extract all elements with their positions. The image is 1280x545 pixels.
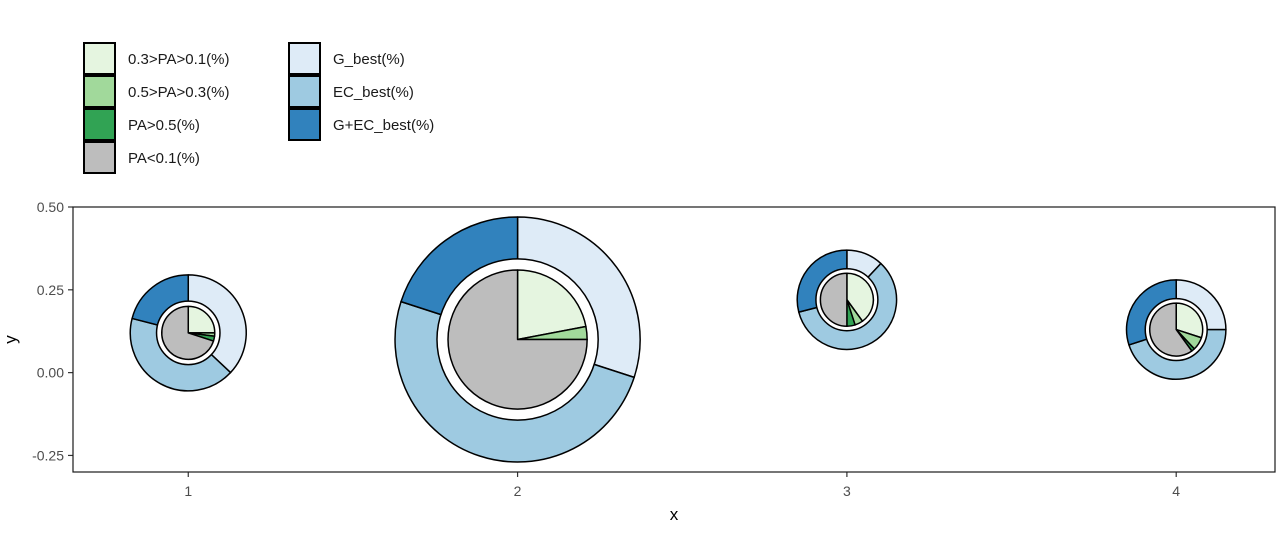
- legend: 0.3>PA>0.1(%) 0.5>PA>0.3(%) PA>0.5(%) PA<0.…: [83, 42, 434, 174]
- inner-slice-pa_lt_01: [447, 269, 588, 410]
- legend-label-pa_lt_01: PA<0.1(%): [128, 150, 200, 167]
- inner-slice-pa_01_03: [516, 269, 587, 341]
- legend-key-gec_best: [288, 108, 321, 141]
- y-tick-label: 0.25: [37, 282, 64, 298]
- legend-key-g_best: [288, 42, 321, 75]
- legend-label-pa_gt_05: PA>0.5(%): [128, 117, 200, 134]
- inner-slice-pa_01_03: [846, 272, 875, 322]
- legend-key-ec_best: [288, 75, 321, 108]
- x-axis-title: x: [670, 505, 679, 524]
- pie-group-2: [394, 216, 641, 463]
- pie-group-4: [1125, 279, 1227, 380]
- legend-key-pa_01_03: [83, 42, 116, 75]
- pie-group-3: [796, 249, 898, 351]
- pie-group-1: [129, 274, 247, 392]
- inner-slice-pa_lt_01: [819, 272, 848, 327]
- legend-label-ec_best: EC_best(%): [333, 84, 414, 101]
- inner-slice-pa_01_03: [187, 305, 216, 334]
- legend-key-pa_03_05: [83, 75, 116, 108]
- x-tick-label: 1: [184, 483, 192, 499]
- y-tick-label: 0.50: [37, 199, 64, 215]
- axes: -0.25 0.00 0.25 0.50 1 2 3 4: [32, 199, 1180, 499]
- inner-slice-pa_lt_01: [1148, 302, 1193, 357]
- x-tick-label: 2: [514, 483, 522, 499]
- inner-slice-pa_lt_01: [161, 305, 215, 361]
- plot-area: [129, 216, 1227, 463]
- legend-label-g_best: G_best(%): [333, 51, 405, 68]
- y-tick-label: -0.25: [32, 447, 64, 463]
- legend-label-pa_01_03: 0.3>PA>0.1(%): [128, 51, 229, 68]
- panel-border: [72, 206, 1276, 473]
- x-tick-label: 3: [843, 483, 851, 499]
- legend-key-pa_lt_01: [83, 141, 116, 174]
- legend-key-pa_gt_05: [83, 108, 116, 141]
- legend-label-pa_03_05: 0.5>PA>0.3(%): [128, 84, 229, 101]
- x-tick-label: 4: [1172, 483, 1180, 499]
- inner-slice-pa_01_03: [1175, 302, 1204, 339]
- y-axis-title: y: [1, 335, 20, 344]
- legend-label-gec_best: G+EC_best(%): [333, 117, 434, 134]
- y-tick-label: 0.00: [37, 365, 64, 381]
